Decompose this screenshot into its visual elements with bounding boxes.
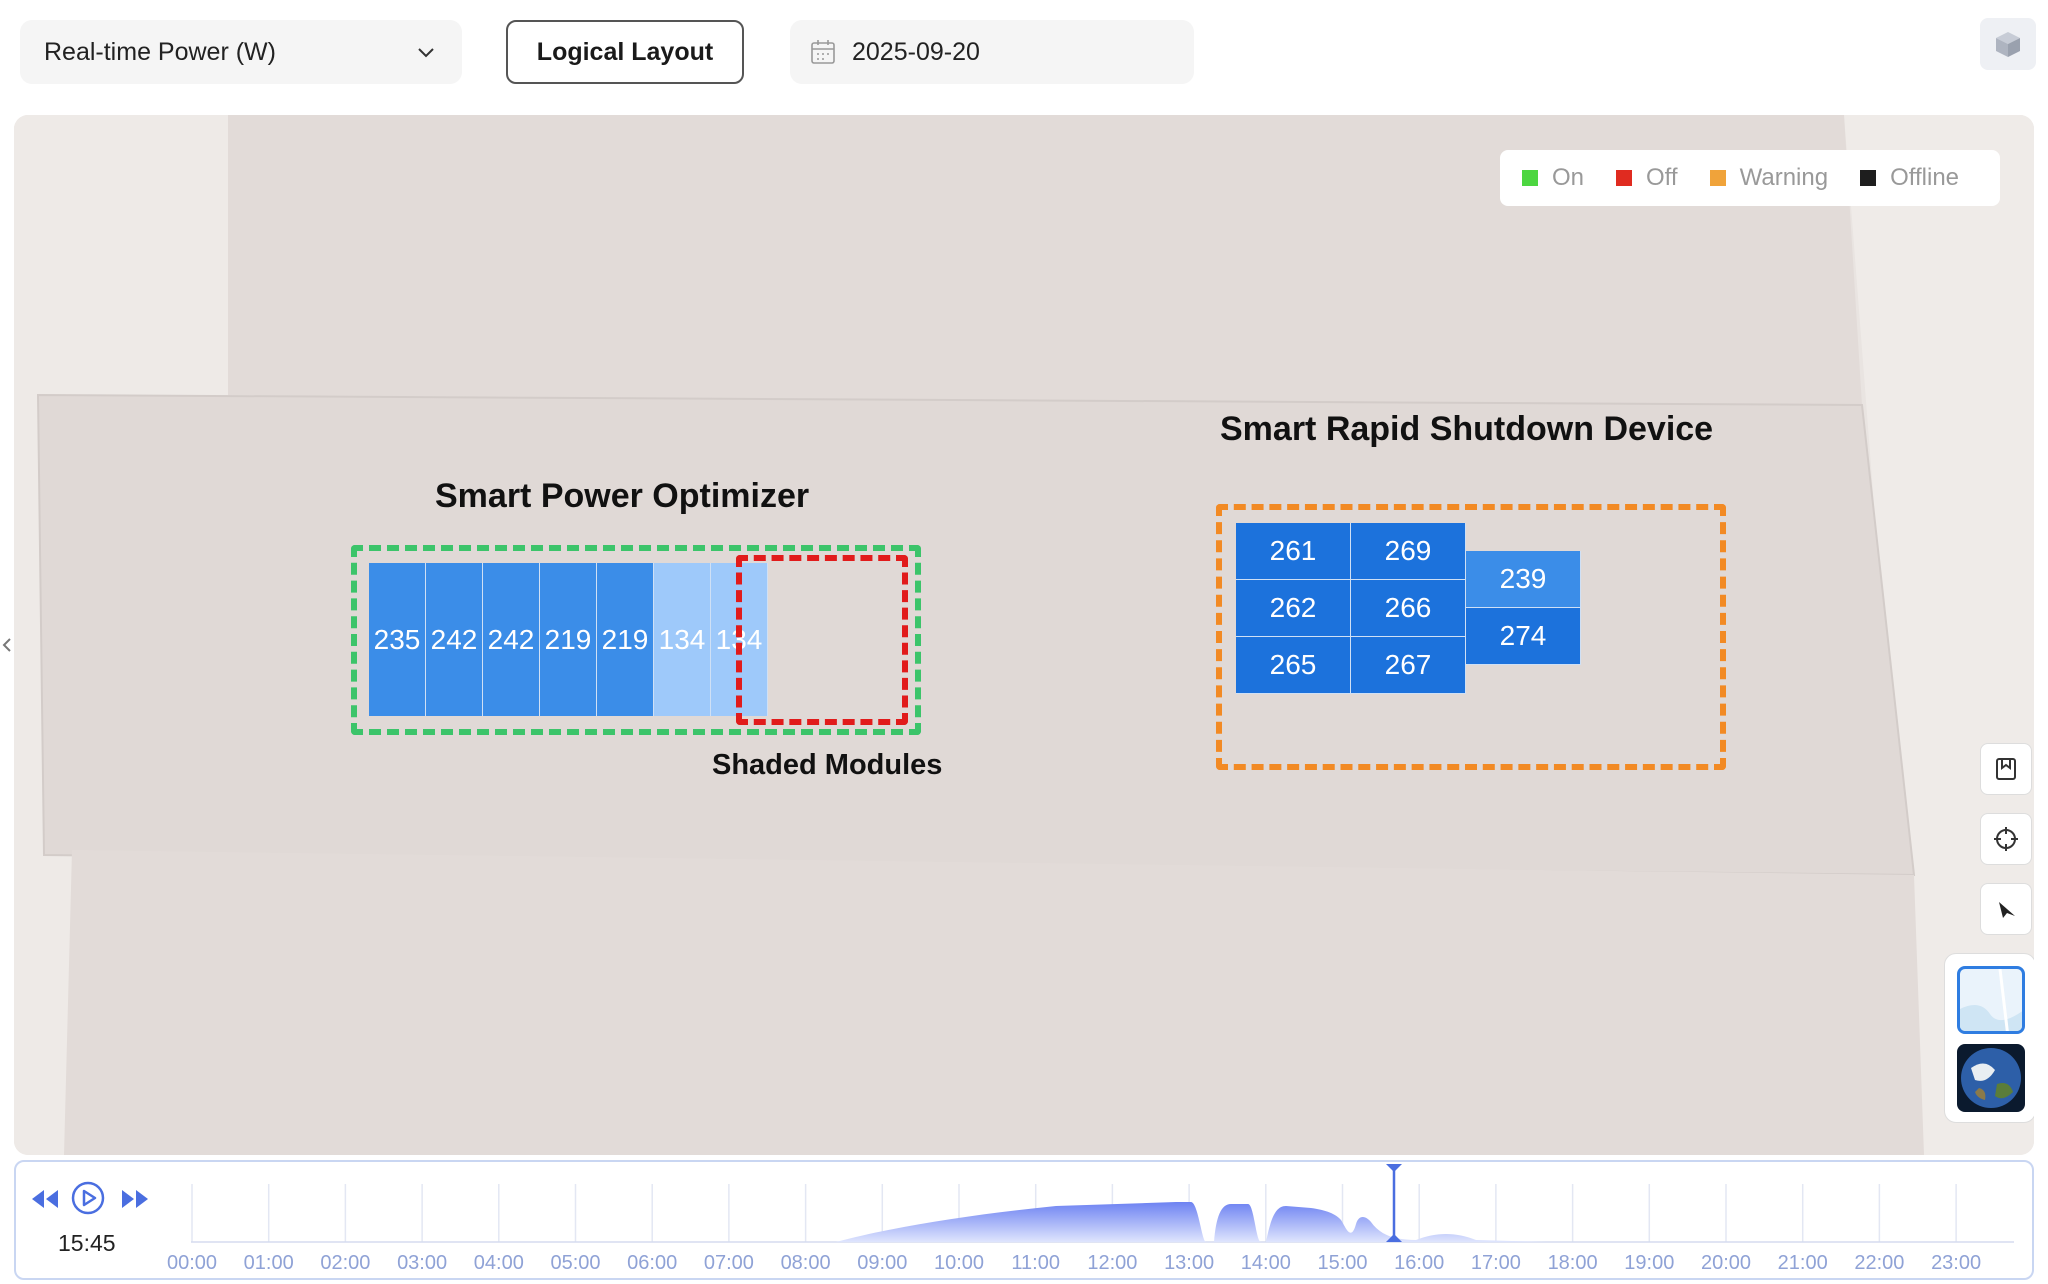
optimizer-panel[interactable]: 242 [483,563,540,716]
legend-label: Off [1646,164,1678,191]
shaded-optimizer-panel[interactable]: 134 [654,563,711,716]
legend-label: On [1552,164,1585,191]
logical-layout-button[interactable]: Logical Layout [506,20,744,84]
optimizer-title: Smart Power Optimizer [435,477,810,515]
timeline-tick-label[interactable]: 17:00 [1470,1252,1521,1274]
timeline-bar[interactable]: 15:45 00:00 01:00 02:00 03:00 04:00 05:00 06:0… [14,1160,2034,1280]
basemap-switcher [1944,953,2034,1123]
timeline-tick-label[interactable]: 19:00 [1624,1252,1675,1274]
roof-outline [14,115,2034,1155]
rsd-panel[interactable]: 266 [1351,580,1466,637]
optimizer-panel[interactable]: 242 [426,563,483,716]
collapse-panel-icon[interactable] [0,620,14,670]
legend-label: Offline [1890,164,1960,191]
calendar-icon [811,40,835,64]
metric-select-value: Real-time Power (W) [44,37,276,66]
status-legend: On Off Warning Offline [1500,150,2000,206]
timeline-tick-label[interactable]: 07:00 [703,1252,754,1274]
compass-icon[interactable] [1980,883,2032,935]
optimizer-panel[interactable]: 219 [540,563,597,716]
timeline-tick-label[interactable]: 05:00 [550,1252,601,1274]
rewind-icon[interactable] [30,1184,60,1214]
legend-item-off: Off [1616,164,1678,192]
timeline-tick-label[interactable]: 09:00 [857,1252,908,1274]
basemap-satellite-thumb[interactable] [1957,1044,2025,1112]
optimizer-group-box [351,545,921,735]
timeline-tick-label[interactable]: 13:00 [1164,1252,1215,1274]
chevron-down-icon [418,48,434,58]
date-value: 2025-09-20 [852,37,980,66]
rsd-panel[interactable]: 239 [1466,551,1581,608]
rsd-panel[interactable]: 261 [1236,523,1351,580]
timeline-tick-label[interactable]: 01:00 [243,1252,294,1274]
basemap-standard-thumb[interactable] [1957,966,2025,1034]
timeline-tick-label[interactable]: 18:00 [1547,1252,1598,1274]
timeline-tick-label[interactable]: 03:00 [397,1252,448,1274]
legend-item-warning: Warning [1709,164,1829,192]
timeline-tick-label[interactable]: 23:00 [1931,1252,1982,1274]
timeline-tick-label[interactable]: 08:00 [780,1252,831,1274]
timeline-tick-label[interactable]: 12:00 [1087,1252,1138,1274]
layout-map[interactable]: On Off Warning Offline Smart Power Optim… [14,115,2034,1155]
rsd-title: Smart Rapid Shutdown Device [1220,410,1714,448]
rsd-panel[interactable]: 267 [1351,637,1466,694]
legend-swatch [1860,170,1877,186]
timeline-tick-label[interactable]: 15:00 [1317,1252,1368,1274]
legend-swatch [1709,170,1726,186]
rsd-panel[interactable]: 269 [1351,523,1466,580]
timeline-tick-label[interactable]: 06:00 [627,1252,678,1274]
optimizer-panel[interactable]: 219 [597,563,654,716]
play-icon[interactable] [70,1180,106,1216]
legend-swatch [1616,170,1633,186]
timeline-tick-label[interactable]: 04:00 [473,1252,524,1274]
timeline-tick-label[interactable]: 22:00 [1854,1252,1905,1274]
date-picker[interactable]: 2025-09-20 [790,20,1194,84]
timeline-tick-label[interactable]: 00:00 [166,1252,218,1274]
legend-label: Warning [1739,164,1829,191]
optimizer-panel[interactable]: 235 [369,563,426,716]
bookmark-icon[interactable] [1980,743,2032,795]
current-time: 15:45 [58,1230,116,1256]
timeline-tick-label[interactable]: 16:00 [1394,1252,1445,1274]
legend-item-on: On [1522,164,1584,192]
timeline-tick-label[interactable]: 02:00 [320,1252,371,1274]
rsd-group-box [1216,504,1726,770]
power-curve [191,1164,2014,1243]
shaded-modules-box [736,555,908,725]
cube-icon[interactable] [1980,18,2036,70]
rsd-panel[interactable]: 265 [1236,637,1351,694]
timeline-tick-label[interactable]: 14:00 [1240,1252,1291,1274]
timeline-tick-label[interactable]: 20:00 [1700,1252,1752,1274]
legend-item-offline: Offline [1860,164,1959,192]
timeline-tick-label[interactable]: 21:00 [1777,1252,1828,1274]
metric-select[interactable]: Real-time Power (W) [20,20,462,84]
fast-forward-icon[interactable] [120,1184,150,1214]
rsd-panel[interactable]: 274 [1466,608,1581,665]
legend-swatch [1522,170,1538,186]
rsd-panel[interactable]: 262 [1236,580,1351,637]
locate-icon[interactable] [1980,813,2032,865]
shaded-modules-label: Shaded Modules [712,749,943,781]
timeline-tick-label[interactable]: 11:00 [1011,1252,1060,1274]
timeline-tick-label[interactable]: 10:00 [933,1252,985,1274]
